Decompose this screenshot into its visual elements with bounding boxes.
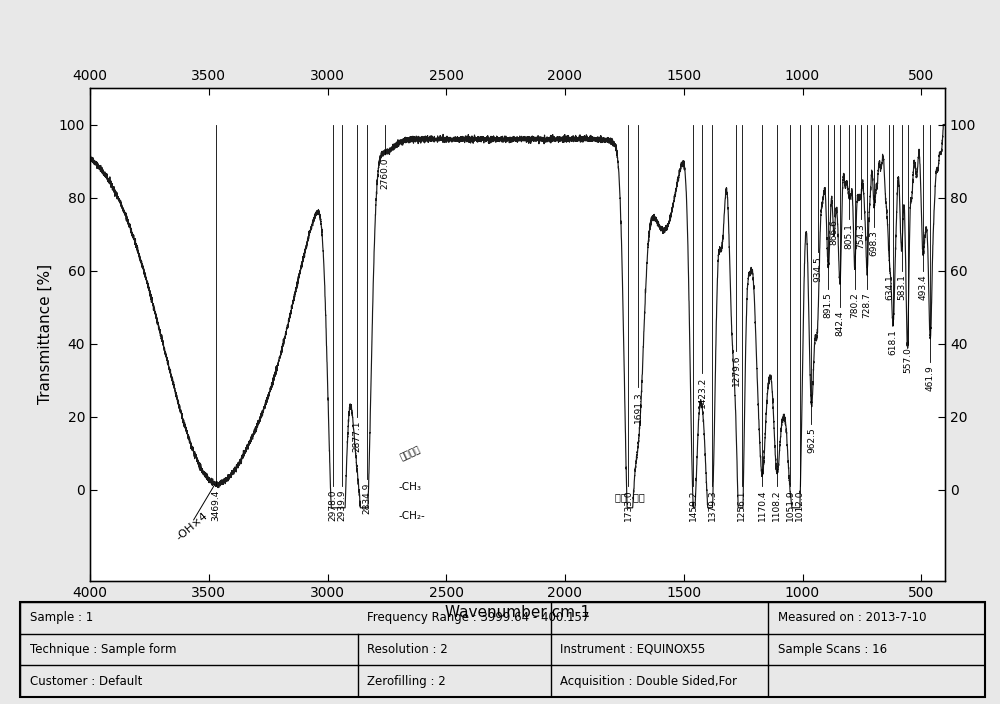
Text: 烃类物峰: 烃类物峰: [399, 445, 422, 463]
Text: 2939.9: 2939.9: [337, 489, 346, 521]
Text: 1691.3: 1691.3: [634, 391, 643, 422]
Text: Customer : Default: Customer : Default: [30, 674, 142, 688]
Text: Frequency Range : 3999.64 - 400.157: Frequency Range : 3999.64 - 400.157: [367, 611, 590, 624]
Text: Acquisition : Double Sided,For: Acquisition : Double Sided,For: [560, 674, 737, 688]
Text: 493.4: 493.4: [918, 274, 927, 300]
Text: 1012.0: 1012.0: [795, 489, 804, 521]
Text: Zerofilling : 2: Zerofilling : 2: [367, 674, 446, 688]
Text: Instrument : EQUINOX55: Instrument : EQUINOX55: [560, 643, 706, 656]
Text: 461.9: 461.9: [926, 365, 935, 391]
Text: 842.4: 842.4: [835, 310, 844, 337]
Text: Measured on : 2013-7-10: Measured on : 2013-7-10: [778, 611, 926, 624]
Text: 962.5: 962.5: [807, 427, 816, 453]
Text: 866.6: 866.6: [830, 220, 839, 245]
Text: 1459.2: 1459.2: [689, 489, 698, 521]
Text: 2760.0: 2760.0: [380, 158, 389, 189]
Text: 1423.2: 1423.2: [697, 377, 706, 408]
Text: 3469.4: 3469.4: [212, 489, 221, 521]
Text: 891.5: 891.5: [824, 292, 833, 318]
Text: Resolution : 2: Resolution : 2: [367, 643, 448, 656]
Text: 634.1: 634.1: [885, 274, 894, 300]
Text: 780.2: 780.2: [850, 292, 859, 318]
Text: 1379.3: 1379.3: [708, 489, 717, 521]
Text: 1256.1: 1256.1: [737, 489, 746, 521]
X-axis label: Wavenumber cm-1: Wavenumber cm-1: [445, 605, 590, 620]
Text: 1733.0: 1733.0: [624, 489, 633, 521]
Text: 728.7: 728.7: [862, 292, 871, 318]
Text: 1108.2: 1108.2: [772, 489, 781, 521]
Text: 934.5: 934.5: [814, 256, 823, 282]
Text: Sample : 1: Sample : 1: [30, 611, 93, 624]
Text: 754.3: 754.3: [856, 223, 865, 249]
Text: 583.1: 583.1: [897, 274, 906, 300]
Text: 618.1: 618.1: [889, 329, 898, 355]
Text: 2834.9: 2834.9: [362, 482, 371, 514]
Text: -OH×4: -OH×4: [174, 510, 210, 542]
Text: 1051.9: 1051.9: [786, 489, 795, 521]
Y-axis label: Transmittance [%]: Transmittance [%]: [38, 264, 53, 405]
Text: 2978.0: 2978.0: [328, 489, 337, 521]
Text: Technique : Sample form: Technique : Sample form: [30, 643, 176, 656]
Text: 805.1: 805.1: [844, 223, 853, 249]
Text: -CH₂-: -CH₂-: [399, 510, 426, 521]
Text: 698.3: 698.3: [870, 230, 879, 256]
Text: Sample Scans : 16: Sample Scans : 16: [778, 643, 887, 656]
Text: 557.0: 557.0: [903, 347, 912, 373]
Text: 2877.1: 2877.1: [352, 420, 361, 452]
Text: 1279.6: 1279.6: [732, 355, 741, 386]
Text: -CH₃: -CH₃: [399, 482, 422, 491]
Text: 1170.4: 1170.4: [758, 489, 767, 521]
Text: 内酯  酰胺: 内酯 酰胺: [615, 493, 645, 503]
